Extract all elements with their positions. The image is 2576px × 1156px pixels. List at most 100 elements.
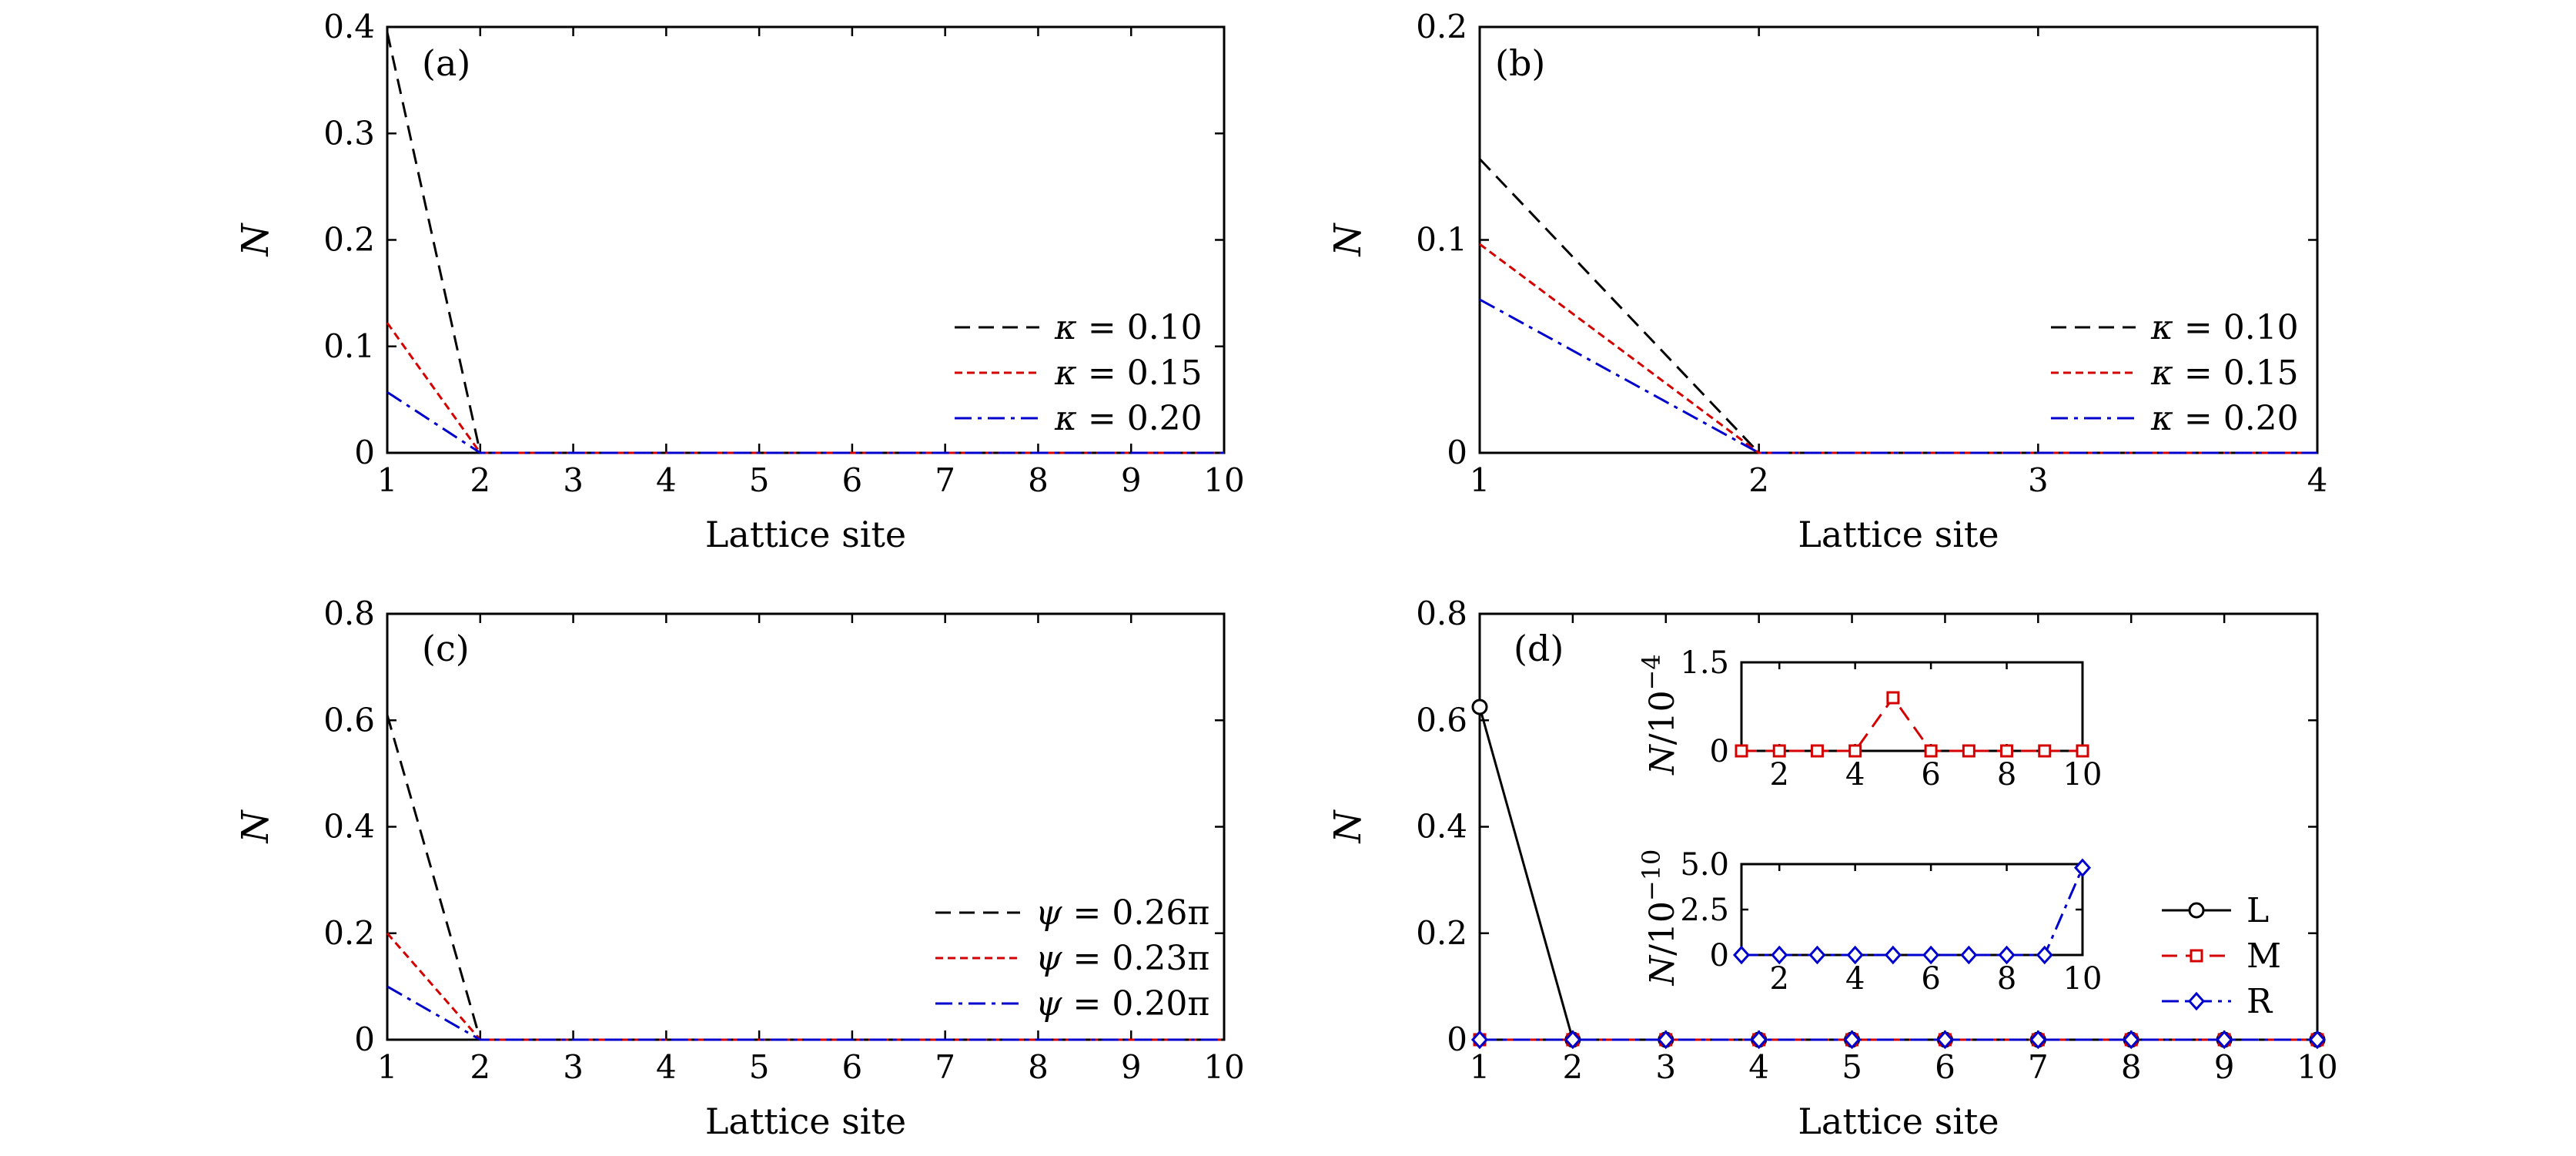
y-axis-label: N <box>234 809 277 844</box>
legend-entry: R <box>2246 982 2273 1021</box>
x-axis-label: Lattice site <box>705 514 906 555</box>
x-tick-label: 1 <box>377 1048 398 1086</box>
panel-label: (d) <box>1514 628 1564 669</box>
y-tick-label: 0 <box>1710 734 1729 769</box>
y-tick-label: 0.1 <box>1416 221 1467 259</box>
x-tick-label: 3 <box>1655 1048 1676 1086</box>
data-point-l <box>1471 699 1488 715</box>
data-point-r <box>1922 945 1940 965</box>
x-tick-label: 2 <box>1748 461 1769 499</box>
plot-frame <box>1740 863 2084 957</box>
panel-a: 1 2 3 4 5 6 7 8 9 10 0 0.1 0.2 0.3 0.4 (a) Lattice site N… <box>234 8 1245 555</box>
data-point-m <box>1810 744 1824 758</box>
data-point-r <box>1564 1030 1581 1050</box>
x-tick-label: 5 <box>749 461 770 499</box>
data-point-r <box>2123 1030 2140 1050</box>
y-tick-label: 0.8 <box>323 595 375 632</box>
y-tick-label: 0.6 <box>1416 701 1467 739</box>
x-tick-label: 3 <box>2028 461 2049 499</box>
legend-entry: κ = 0.10 <box>1054 308 1203 347</box>
x-tick-label: 4 <box>1748 1048 1769 1086</box>
data-point-m <box>2000 744 2014 758</box>
y-tick-label: 0 <box>1447 1020 1467 1058</box>
data-point-r <box>2036 945 2053 965</box>
legend: κ = 0.10 κ = 0.15 κ = 0.20 <box>955 308 1203 438</box>
series-line-r <box>1741 867 2084 957</box>
legend-entry: κ = 0.20 <box>2150 399 2299 438</box>
panel-d-inset-bottom: 2 4 6 8 10 0 2.5 5.0N/10−10 <box>1637 847 2102 997</box>
data-point-r <box>1998 945 2016 965</box>
series-line-l <box>1478 706 2317 1041</box>
x-tick-label: 6 <box>1921 757 1940 792</box>
panel-c: 1 2 3 4 5 6 7 8 9 10 0 0.2 0.4 0.6 0.8 (c) Lattice site N… <box>234 595 1245 1142</box>
x-tick-label: 2 <box>1563 1048 1584 1086</box>
y-tick-label: 0.6 <box>323 701 375 739</box>
legend-entry: M <box>2246 937 2281 976</box>
data-point-r <box>1936 1030 1954 1050</box>
x-tick-label: 4 <box>656 1048 677 1086</box>
data-point-m <box>1735 744 1748 758</box>
x-axis-label: Lattice site <box>705 1101 906 1142</box>
x-tick-label: 8 <box>1028 1048 1049 1086</box>
x-axis-label: Lattice site <box>1798 1101 1999 1142</box>
legend-entry: ψ = 0.26π <box>1035 893 1209 933</box>
x-tick-label: 9 <box>1121 461 1142 499</box>
series-line-020 <box>386 390 1224 454</box>
y-tick-label: 0 <box>354 1020 375 1058</box>
y-axis-label: N <box>1326 809 1370 844</box>
x-tick-label: 10 <box>2297 1048 2337 1086</box>
y-tick-label: 0.2 <box>1416 8 1467 45</box>
x-tick-label: 4 <box>2307 461 2328 499</box>
x-tick-label: 7 <box>2028 1048 2049 1086</box>
x-tick-label: 10 <box>2063 961 2103 997</box>
y-tick-label: 5.0 <box>1680 847 1729 883</box>
data-point-r <box>1960 945 1978 965</box>
x-tick-label: 5 <box>749 1048 770 1086</box>
x-tick-label: 10 <box>1203 1048 1244 1086</box>
legend: κ = 0.10 κ = 0.15 κ = 0.20 <box>2051 308 2299 438</box>
x-tick-label: 6 <box>842 461 863 499</box>
x-tick-label: 8 <box>1997 961 2016 997</box>
x-tick-label: 6 <box>1935 1048 1955 1086</box>
panel-label: (a) <box>422 42 470 84</box>
x-tick-label: 9 <box>1121 1048 1142 1086</box>
data-point-m <box>1924 744 1938 758</box>
legend-entry: κ = 0.20 <box>1054 399 1203 438</box>
x-tick-label: 8 <box>1028 461 1049 499</box>
y-tick-label: 0 <box>1447 434 1467 471</box>
data-point-m <box>2038 744 2052 758</box>
data-point-m <box>1848 744 1862 758</box>
y-tick-label: 0.4 <box>1416 808 1467 846</box>
y-tick-label: 0.2 <box>1416 914 1467 952</box>
data-point-r <box>2073 858 2092 877</box>
data-point-r <box>1843 1030 1861 1050</box>
data-point-r <box>1732 945 1751 965</box>
x-tick-label: 2 <box>1769 757 1788 792</box>
x-tick-label: 6 <box>1921 961 1940 997</box>
x-tick-label: 5 <box>1842 1048 1862 1086</box>
x-tick-label: 10 <box>2063 757 2103 792</box>
y-tick-label: 1.5 <box>1680 645 1729 681</box>
legend-entry: κ = 0.10 <box>2150 308 2299 347</box>
panel-d-inset-top: 2 4 6 8 10 0 1.5N/10−4 <box>1637 645 2102 792</box>
series-line-020 <box>1479 298 2317 454</box>
data-point-r <box>1771 945 1788 965</box>
inset-y-axis-label: N/10−4 <box>1637 654 1682 775</box>
x-tick-label: 2 <box>1769 961 1788 997</box>
x-axis-label: Lattice site <box>1798 514 1999 555</box>
data-point-r <box>1657 1030 1674 1050</box>
x-tick-label: 6 <box>842 1048 863 1086</box>
x-tick-label: 4 <box>1845 961 1865 997</box>
y-tick-label: 0.4 <box>323 8 375 45</box>
data-point-m <box>1772 744 1786 758</box>
x-tick-label: 2 <box>470 1048 490 1086</box>
x-tick-label: 8 <box>2121 1048 2142 1086</box>
legend-marker <box>2190 949 2203 963</box>
data-point-r <box>2216 1030 2233 1050</box>
x-tick-label: 1 <box>1470 1048 1490 1086</box>
data-point-r <box>2308 1030 2327 1050</box>
plot-frame <box>1740 661 2084 752</box>
